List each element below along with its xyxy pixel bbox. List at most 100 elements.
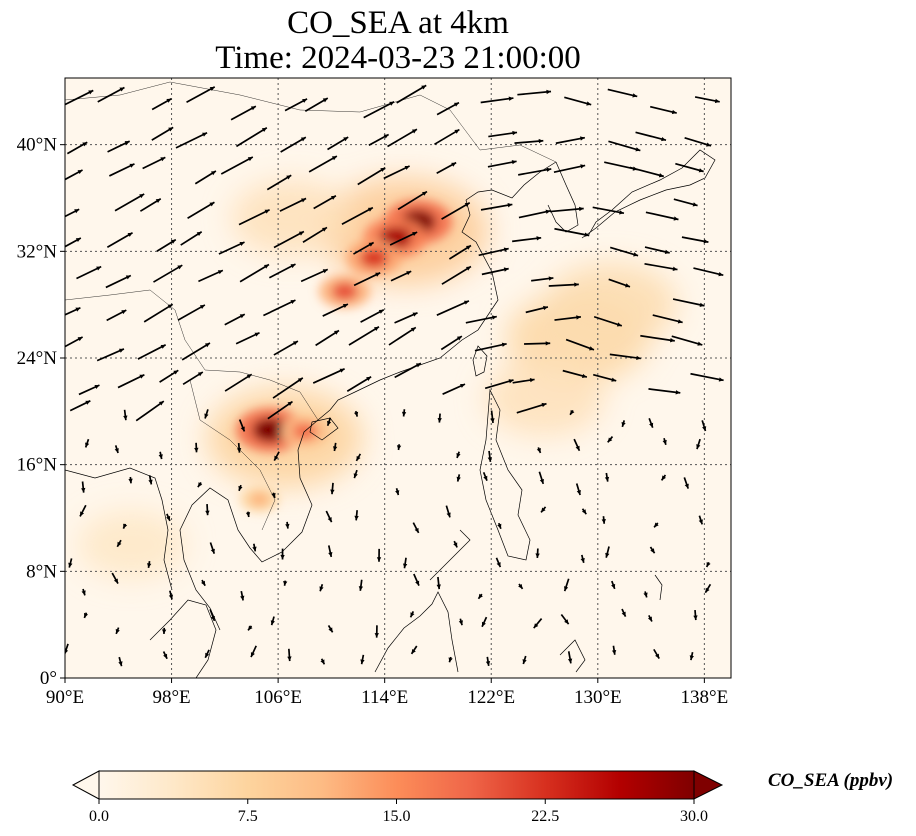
sulawesi-coastline [559, 639, 586, 673]
wind-vector [440, 335, 463, 351]
wind-vector [487, 450, 493, 462]
new-guinea-coastline [654, 574, 663, 601]
wind-vector [114, 193, 145, 212]
wind-vector [65, 306, 81, 316]
wind-vector [238, 419, 246, 432]
wind-vector [480, 203, 513, 211]
map-subtitle-time: Time: 2024-03-23 21:00:00 [215, 40, 581, 76]
wind-vector [569, 409, 575, 416]
wind-vector [621, 608, 627, 617]
wind-vector [267, 400, 293, 420]
wind-vector [106, 309, 127, 322]
wind-vector [209, 542, 216, 554]
wind-vector [698, 515, 704, 525]
wind-vector [653, 522, 659, 528]
wind-vector [235, 127, 268, 148]
lat-tick-label: 32°N [17, 241, 58, 262]
wind-vector [280, 136, 307, 153]
wind-vector [201, 579, 206, 587]
wind-vector [273, 340, 299, 356]
wind-vector [448, 244, 472, 260]
wind-vector [593, 373, 617, 382]
wind-vector [647, 615, 653, 622]
wind-vector [266, 174, 292, 191]
wind-vector [168, 590, 174, 600]
wind-vector [114, 445, 119, 454]
wind-vector [238, 208, 270, 226]
wind-vector [153, 264, 183, 283]
wind-vector [239, 263, 270, 283]
border-southwest [65, 289, 319, 421]
wind-vector [554, 227, 590, 237]
wind-vector [653, 648, 660, 659]
wind-vector [629, 166, 664, 178]
wind-vector [156, 238, 177, 252]
wind-vector [394, 362, 422, 379]
wind-vector [396, 444, 402, 451]
bohai-coastline [465, 161, 557, 201]
wind-vector [139, 198, 162, 212]
lat-tick-label: 0° [40, 668, 57, 689]
palawan-coastline [429, 529, 471, 581]
colorbar-tick-label: 7.5 [238, 808, 258, 825]
wind-vector [330, 482, 335, 495]
wind-vector [312, 368, 345, 384]
lat-tick-label: 40°N [17, 135, 58, 156]
wind-vector [285, 521, 290, 529]
coastlines [65, 149, 716, 678]
wind-vector [437, 413, 442, 423]
wind-vector [484, 379, 514, 390]
wind-vector [456, 451, 461, 459]
wind-vector [313, 194, 337, 210]
wind-vector [644, 262, 678, 271]
wind-vector [65, 89, 94, 106]
wind-vector [358, 579, 364, 591]
lon-tick-label: 106°E [254, 687, 302, 708]
wind-vector [482, 472, 488, 482]
wind-vector [322, 303, 349, 317]
wind-vector [497, 522, 502, 530]
wind-vector [548, 282, 579, 287]
wind-vector [456, 474, 461, 482]
wind-vector [593, 315, 623, 327]
wind-vector [660, 474, 667, 481]
wind-vector [271, 492, 276, 499]
wind-vector [402, 557, 408, 569]
wind-vector [96, 348, 125, 362]
wind-vector [240, 590, 245, 601]
wind-vector [694, 96, 720, 104]
wind-vector [111, 572, 119, 584]
wind-vector [608, 140, 641, 152]
wind-vector [488, 130, 518, 138]
japan-coastline [581, 149, 716, 239]
lon-tick-label: 114°E [361, 687, 408, 708]
lat-tick-label: 24°N [17, 348, 58, 369]
wind-vector [353, 241, 375, 255]
wind-vector [115, 627, 120, 635]
wind-vector [368, 133, 390, 147]
wind-vector [326, 417, 332, 427]
wind-vector [175, 131, 208, 149]
wind-vector [650, 105, 677, 115]
wind-vector [383, 165, 410, 180]
wind-vector [327, 545, 333, 558]
wind-vector [563, 578, 570, 592]
hainan-coastline [309, 417, 339, 441]
wind-vector [573, 438, 581, 452]
co-plume-6 [231, 180, 352, 256]
taiwan-coastline [472, 345, 488, 377]
wind-vector [442, 383, 466, 395]
wind-vector [701, 420, 707, 432]
country-borders [65, 81, 557, 531]
co-hotspot-2 [360, 248, 388, 268]
wind-vector [83, 612, 89, 619]
wind-vector [524, 341, 551, 346]
wind-vector [517, 89, 552, 96]
wind-vector [147, 561, 152, 569]
wind-vector [273, 451, 280, 462]
wind-vector [478, 247, 509, 257]
colorbar-tick-label: 22.5 [531, 808, 559, 825]
wind-vector [553, 164, 586, 173]
wind-vector [106, 232, 133, 248]
wind-vector [441, 202, 471, 220]
